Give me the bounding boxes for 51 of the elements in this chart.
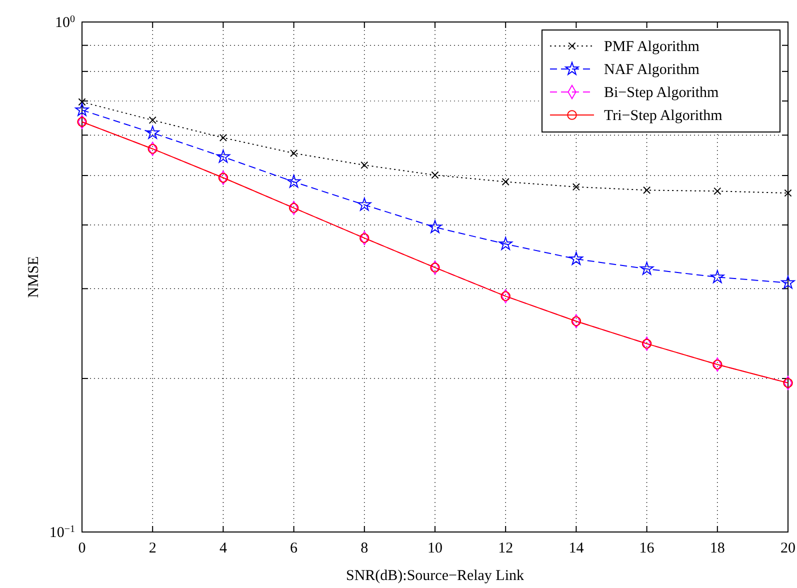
point	[642, 338, 652, 349]
x-tick-label: 4	[219, 540, 228, 557]
point	[430, 262, 440, 272]
x-tick-label: 20	[780, 540, 796, 557]
point	[358, 198, 372, 211]
point	[428, 220, 442, 234]
point	[360, 233, 370, 243]
point	[288, 203, 299, 213]
point	[643, 186, 651, 194]
x-tick-label: 12	[498, 540, 514, 557]
point	[498, 236, 512, 250]
point	[569, 252, 584, 265]
point	[290, 149, 298, 157]
point	[78, 98, 86, 106]
legend-label: PMF Algorithm	[604, 39, 700, 55]
point	[783, 378, 793, 388]
point	[148, 144, 158, 154]
point	[146, 126, 160, 139]
point	[360, 161, 368, 169]
point	[640, 262, 654, 275]
point	[502, 178, 510, 186]
y-tick-label: 10$^{0}$	[55, 13, 75, 31]
point	[710, 270, 724, 284]
legend-label: Tri−Step Algorithm	[604, 108, 723, 124]
point	[216, 150, 230, 163]
point	[712, 360, 722, 370]
x-tick-label: 6	[290, 540, 298, 557]
legend-label: Bi−Step Algorithm	[604, 85, 720, 101]
point	[148, 116, 156, 124]
point	[219, 134, 227, 142]
point	[500, 291, 510, 302]
x-tick-label: 18	[710, 540, 725, 557]
point	[784, 189, 792, 197]
point	[781, 276, 795, 289]
point	[714, 187, 722, 195]
point	[75, 102, 89, 116]
point	[431, 171, 439, 179]
legend-label: NAF Algorithm	[604, 62, 700, 78]
point	[571, 316, 582, 326]
point	[286, 174, 301, 188]
y-axis-title: NMSE	[26, 256, 42, 298]
x-tick-label: 8	[360, 540, 368, 557]
point	[77, 117, 87, 127]
x-axis-title: SNR(dB):Source−Relay Link	[346, 568, 525, 584]
x-tick-label: 16	[639, 540, 655, 557]
x-tick-label: 10	[428, 540, 442, 557]
x-tick-label: 14	[568, 540, 584, 557]
x-tick-label: 2	[148, 540, 156, 557]
point	[572, 183, 580, 191]
y-tick-label: 10$^{−1}$	[49, 523, 75, 541]
x-tick-label: 0	[78, 540, 86, 557]
